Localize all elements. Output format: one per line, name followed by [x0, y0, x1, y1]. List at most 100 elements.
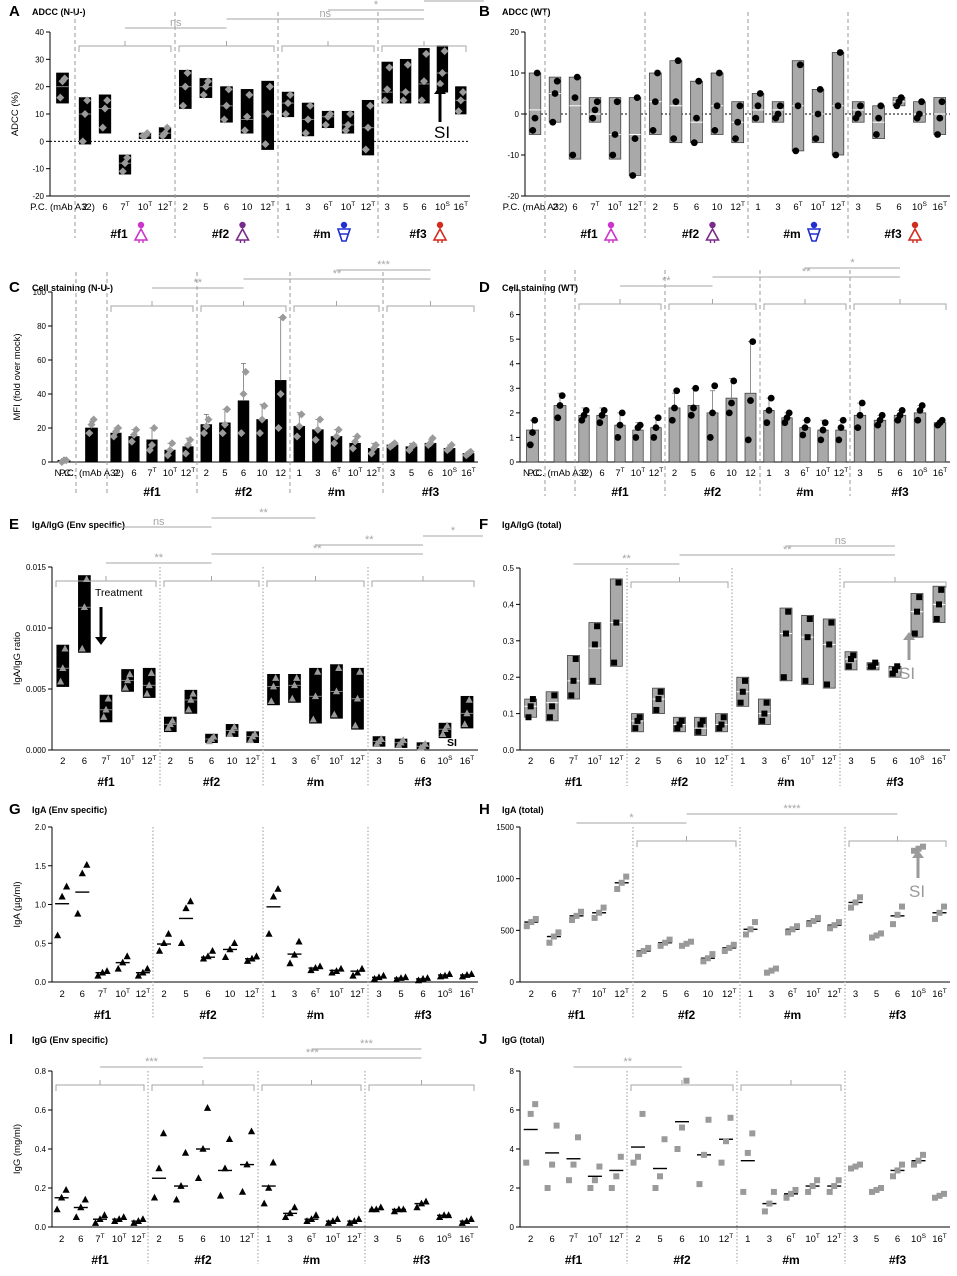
x-tick-label: 12T: [831, 201, 846, 213]
person-head: [607, 221, 615, 229]
tick-number: 6: [793, 202, 798, 213]
bar-m-10T: [330, 664, 343, 719]
bar-f3-6: [890, 903, 905, 928]
x-tick-label: 12T: [730, 201, 745, 213]
tick-number: 12: [722, 989, 733, 1000]
data-point: [718, 1159, 725, 1166]
y-tick-label: 0: [515, 110, 520, 119]
x-tick-label: 12T: [827, 988, 842, 1000]
x-tick-label: 6: [896, 202, 901, 213]
data-point: [91, 1219, 100, 1226]
bar-f1-7T: [118, 153, 132, 176]
data-point: [103, 96, 112, 105]
data-point: [134, 1217, 142, 1224]
y-tick-label: 1.0: [35, 901, 47, 910]
group-brace: [266, 576, 365, 587]
data-point: [413, 1203, 421, 1211]
tick-superscript: S: [922, 988, 927, 995]
bar-f2-2: [630, 1110, 646, 1166]
y-tick-label: 0: [510, 1223, 515, 1232]
x-tick-label: 16T: [459, 1233, 474, 1245]
data-point: [578, 908, 584, 915]
data-point: [224, 85, 233, 94]
data-point: [894, 1167, 901, 1174]
x-tick-label: 10T: [805, 1233, 820, 1245]
bar-f3-10S: [911, 843, 926, 854]
tick-superscript: T: [943, 467, 947, 474]
data-point: [381, 96, 389, 105]
x-tick-label: 2: [653, 202, 658, 213]
data-point: [693, 114, 700, 122]
x-tick-label: 16T: [932, 988, 947, 1000]
x-tick-label: 12T: [158, 201, 173, 213]
data-point: [852, 899, 859, 906]
x-tick-label: 10: [695, 756, 706, 767]
x-tick-label: 6: [131, 468, 136, 479]
x-tick-label: 6: [421, 202, 426, 213]
tick-number: 10: [912, 202, 923, 213]
data-point: [274, 424, 283, 432]
data-point: [148, 441, 156, 449]
tick-superscript: T: [733, 988, 737, 995]
data-point: [100, 1211, 109, 1219]
floating-bar: [567, 655, 580, 700]
data-point: [529, 126, 537, 134]
data-point: [824, 681, 830, 688]
data-point: [878, 411, 886, 419]
y-tick-label: 1000: [496, 875, 514, 884]
y-tick-label: 0.3: [503, 637, 515, 646]
x-tick-label: P.C. (mAb A32): [503, 202, 568, 213]
tick-number: 12: [831, 202, 842, 213]
data-point: [629, 172, 637, 179]
data-point: [62, 456, 71, 465]
tick-superscript: T: [741, 201, 745, 208]
data-point: [53, 1205, 61, 1213]
data-point: [332, 432, 341, 441]
si-label-e: SI: [447, 737, 457, 749]
bar-f1-10T: [608, 97, 622, 160]
y-axis-label: ADCC (%): [10, 92, 21, 136]
data-point: [754, 102, 762, 110]
bar-f2-2: [648, 69, 662, 135]
data-point: [630, 1159, 637, 1166]
tick-number: 10: [806, 989, 817, 1000]
data-point: [529, 696, 536, 703]
data-point: [172, 1195, 181, 1203]
tick-number: 12: [609, 1234, 620, 1245]
bar-f2-2: [163, 716, 177, 733]
data-point: [168, 439, 177, 448]
x-tick-label: 3: [390, 468, 395, 479]
y-tick-label: 0.4: [503, 600, 515, 609]
bar-f1-12T: [628, 94, 642, 179]
bar-f3-6: [892, 94, 906, 110]
tick-superscript: T: [358, 1233, 362, 1240]
data-point: [570, 1161, 577, 1168]
data-point: [304, 115, 312, 124]
data-point: [767, 394, 775, 402]
group-label: #f2: [682, 227, 700, 241]
person-body: [907, 227, 923, 241]
tick-number: 12: [131, 1234, 142, 1245]
x-tick-label: 2: [59, 1234, 64, 1245]
data-point: [81, 110, 89, 118]
tick-number: 12: [136, 989, 147, 1000]
x-tick-label: 5: [178, 1234, 183, 1245]
data-point: [89, 415, 98, 424]
x-tick-label: 12T: [714, 755, 729, 767]
group-label: #f1: [97, 775, 115, 789]
bar-m-6T: [779, 607, 793, 682]
x-tick-label: 10T: [800, 755, 815, 767]
tick-superscript: T: [336, 1233, 340, 1240]
bar-ctrl-N.C.: [57, 456, 71, 466]
x-tick-label: 2: [641, 989, 646, 1000]
bar-m-1: [281, 90, 295, 118]
tick-number: 10: [112, 1234, 123, 1245]
data-point: [60, 74, 69, 83]
significance-label: ***: [377, 259, 391, 271]
bar: [853, 414, 867, 463]
x-tick-label: 16T: [933, 201, 948, 213]
tick-number: 12: [245, 756, 256, 767]
data-point: [792, 147, 800, 155]
data-point: [749, 1130, 756, 1137]
